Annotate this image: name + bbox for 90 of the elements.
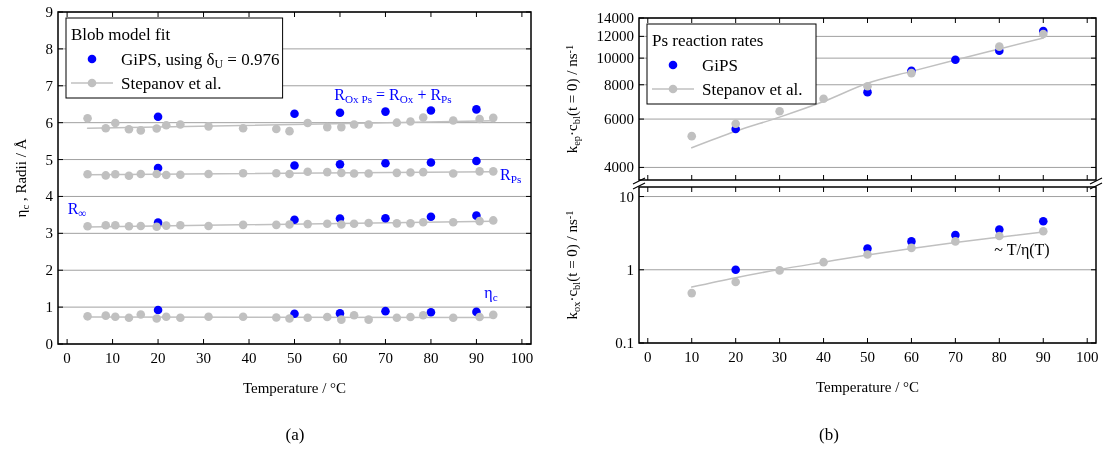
point <box>335 160 345 169</box>
annotation: R$_{∞}$ <box>67 200 87 219</box>
point <box>687 131 697 141</box>
x-tick-label: 100 <box>1075 349 1099 365</box>
point <box>426 212 436 222</box>
y-tick-label: 4000 <box>604 159 634 176</box>
point <box>951 55 960 64</box>
point <box>381 213 390 223</box>
point <box>687 288 697 298</box>
annotation: R$_{Ox Ps}$ = R$_{Ox}$ + R$_{Ps}$ <box>334 86 452 105</box>
y-tick-label: 7 <box>45 77 54 94</box>
x-tick-label: 70 <box>947 349 963 365</box>
y-tick-label: 3 <box>45 225 53 242</box>
x-tick-label: 60 <box>903 349 919 365</box>
y-tick-label: 4 <box>45 188 54 205</box>
y-tick-label: 6000 <box>604 111 634 128</box>
x-tick-label: 40 <box>816 349 832 365</box>
x-tick-label: 90 <box>1035 349 1051 365</box>
legend-title: Ps reaction rates <box>652 31 764 50</box>
x-tick-label: 0 <box>644 349 652 365</box>
point <box>731 277 740 287</box>
x-tick-label: 60 <box>332 350 348 366</box>
point <box>381 306 390 316</box>
point <box>290 109 299 119</box>
x-tick-label: 40 <box>241 350 257 366</box>
annotation: ~ T/η(T) <box>994 241 1050 259</box>
y-tick-label: 1 <box>626 261 634 278</box>
point <box>426 158 436 167</box>
point <box>775 266 784 275</box>
point <box>472 156 481 166</box>
y-tick-label: 9 <box>45 4 53 20</box>
point <box>426 106 436 115</box>
x-tick-label: 0 <box>63 350 71 366</box>
legend-label: GiPS, using δ$_{U}$ = 0.976 <box>121 50 280 71</box>
y-tick-label: 0 <box>45 336 53 352</box>
x-tick-label: 30 <box>196 350 212 366</box>
x-tick-label: 20 <box>728 349 744 365</box>
legend-label: Stepanov et al. <box>121 74 222 93</box>
point <box>819 94 828 104</box>
point <box>1038 217 1048 226</box>
point <box>381 107 390 116</box>
point <box>819 257 828 267</box>
y-tick-label: 8000 <box>604 76 634 93</box>
point <box>995 231 1004 241</box>
point <box>775 106 784 116</box>
x-tick-label: 70 <box>377 350 393 366</box>
point <box>863 250 872 259</box>
y-tick-label: 10000 <box>596 50 634 67</box>
x-tick-label: 80 <box>423 350 439 366</box>
legend-title: Blob model fit <box>71 25 171 44</box>
point <box>863 81 872 91</box>
text: (b) <box>819 425 839 444</box>
y-tick-label: 8 <box>45 40 53 57</box>
x-tick-label: 100 <box>510 350 534 366</box>
point <box>1038 227 1048 236</box>
x-tick-label: 80 <box>991 349 1007 365</box>
x-tick-label: 10 <box>684 349 700 365</box>
legend-label: Stepanov et al. <box>702 80 803 99</box>
point <box>426 307 436 317</box>
y-tick-label: 0.1 <box>615 335 634 351</box>
x-axis-title: Temperature / °C <box>242 380 347 396</box>
y-tick-label: 5 <box>45 151 53 168</box>
y-tick-label: 6 <box>45 114 54 131</box>
point <box>907 243 916 253</box>
y-tick-label: 1 <box>45 299 53 316</box>
x-tick-label: 50 <box>287 350 302 366</box>
y-tick-label: 14000 <box>596 10 634 26</box>
annotation: η$_{c}$ <box>484 284 498 303</box>
y-tick-label: 2 <box>45 262 53 279</box>
point <box>472 105 481 114</box>
point <box>951 237 960 246</box>
text: (a) <box>285 425 305 444</box>
x-tick-label: 90 <box>468 350 484 366</box>
x-tick-label: 50 <box>860 349 875 365</box>
x-tick-label: 20 <box>150 350 166 366</box>
point <box>381 158 390 168</box>
x-tick-label: 10 <box>105 350 121 366</box>
annotation: R$_{Ps}$ <box>500 166 522 185</box>
y-tick-label: 10 <box>619 188 634 205</box>
point <box>995 42 1004 51</box>
point <box>290 161 299 170</box>
point <box>731 265 740 275</box>
legend-label: GiPS <box>702 56 738 75</box>
point <box>153 305 163 315</box>
y-tick-label: 12000 <box>596 28 634 45</box>
point <box>731 119 740 129</box>
x-tick-label: 30 <box>772 349 788 365</box>
point <box>153 112 163 122</box>
point <box>335 108 345 118</box>
x-axis-title: Temperature / °C <box>815 379 920 395</box>
